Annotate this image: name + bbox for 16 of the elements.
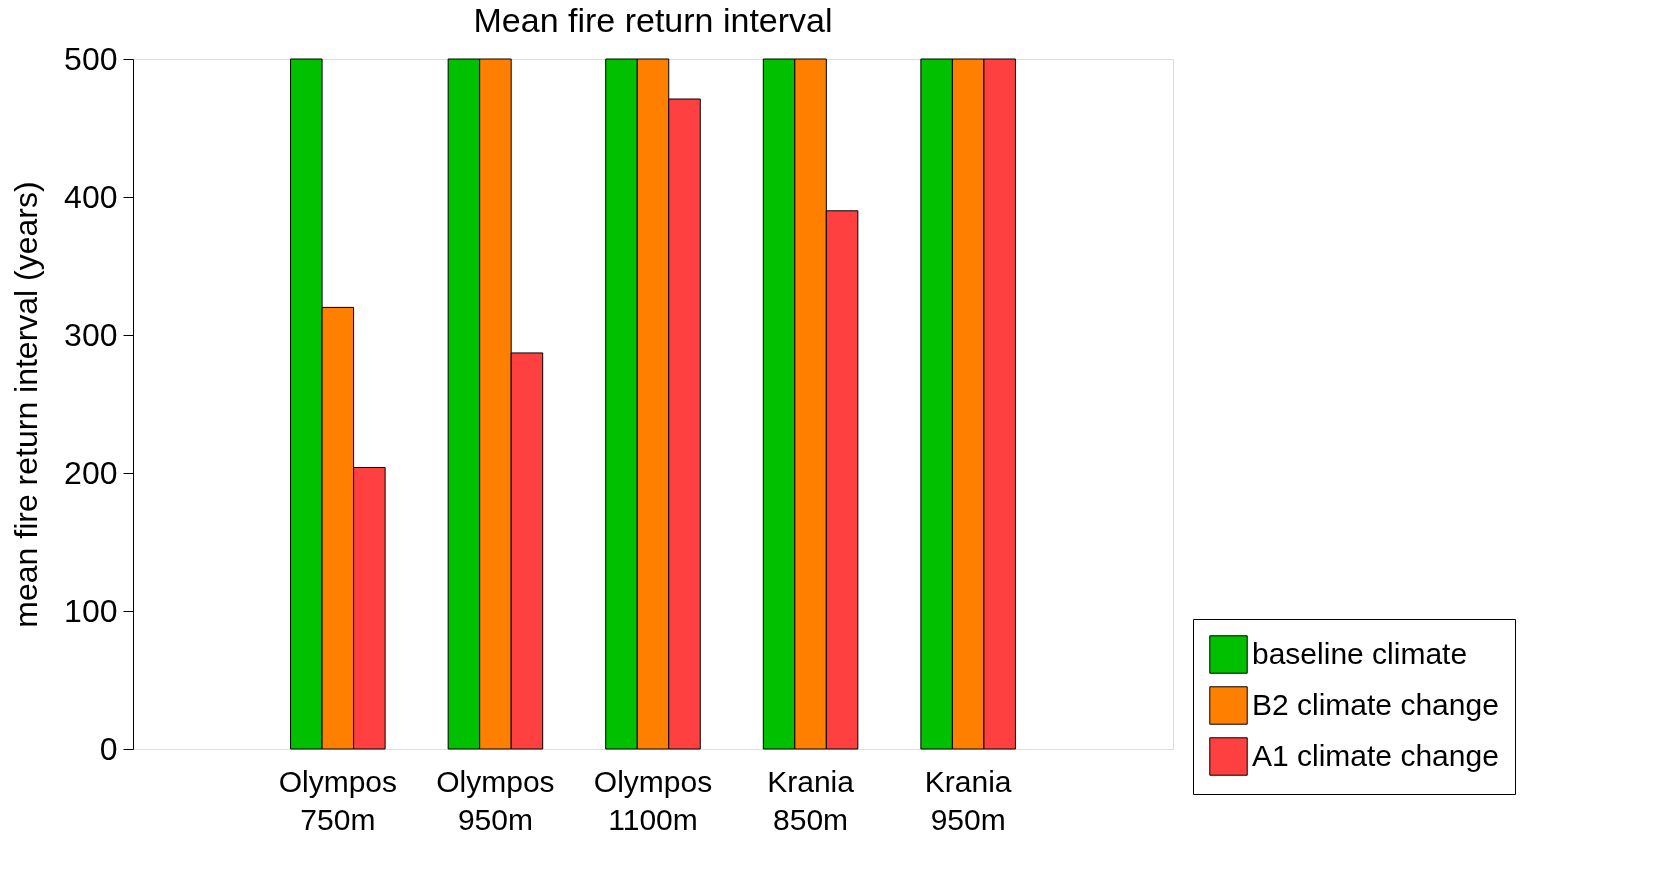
x-tick-label: Olympos 1100m <box>593 764 713 836</box>
y-tick-label: 100 <box>64 592 118 629</box>
chart-title: Mean fire return interval <box>473 1 833 39</box>
y-tick-label: 0 <box>99 730 118 767</box>
legend-label: baseline climate <box>1252 636 1468 670</box>
y-tick-label: 300 <box>64 316 118 353</box>
x-tick-label: Krania 850m <box>767 764 855 836</box>
legend-label: A1 climate change <box>1252 738 1499 772</box>
y-tick-label: 200 <box>64 454 118 491</box>
y-tick-label: 500 <box>64 40 118 77</box>
x-tick-label: Krania 950m <box>924 764 1012 836</box>
x-tick-label: Olympos 750m <box>278 764 398 836</box>
legend-label: B2 climate change <box>1252 687 1499 721</box>
x-tick-label: Olympos 950m <box>436 764 555 836</box>
y-axis-title: mean fire return interval (years) <box>8 181 45 628</box>
y-tick-label: 400 <box>64 178 118 215</box>
